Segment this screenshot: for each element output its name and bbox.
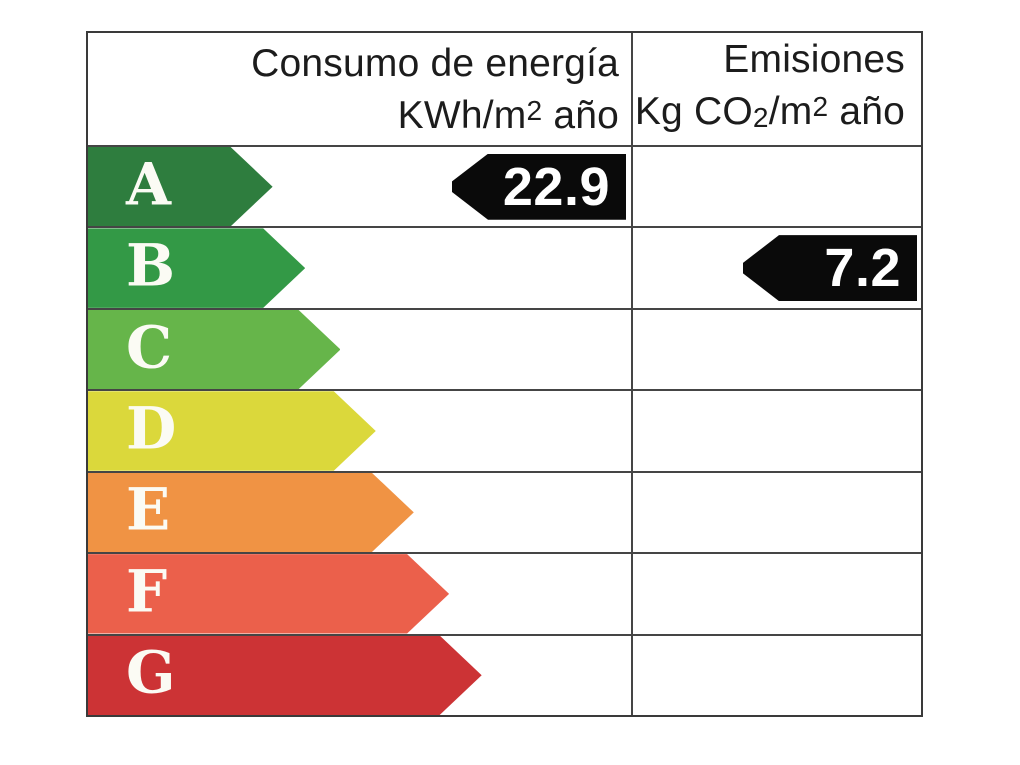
emisiones-cell-f — [633, 554, 921, 633]
emisiones-cell-a — [633, 147, 921, 226]
emisiones-title: Emisiones — [723, 38, 905, 82]
rating-arrow-a: A — [88, 147, 273, 226]
emisiones-unit-sup: 2 — [812, 91, 829, 123]
rating-row-d: D — [88, 389, 921, 471]
rating-arrow-e: E — [88, 473, 414, 552]
rating-row-f: F — [88, 552, 921, 634]
rating-rows: A 22.9 B 7.2 — [88, 145, 921, 715]
rating-letter-a: A — [126, 149, 172, 218]
emisiones-cell-e — [633, 473, 921, 552]
consumo-indicator-value: 22.9 — [502, 156, 610, 217]
consumo-cell-a: A 22.9 — [88, 147, 633, 227]
consumo-cell-b: B — [88, 228, 633, 308]
rating-arrow-f: F — [88, 554, 449, 633]
emisiones-cell-b: 7.2 — [633, 228, 921, 307]
consumo-cell-e: E — [88, 472, 633, 553]
rating-row-c: C — [88, 307, 921, 390]
emisiones-header-cell: Emisiones Kg CO2/m2 año — [633, 33, 921, 145]
emisiones-unit-mid: /m — [768, 90, 813, 134]
consumo-title: Consumo de energía — [251, 41, 619, 85]
consumo-indicator-arrow: 22.9 — [452, 153, 626, 220]
rating-letter-c: C — [126, 312, 173, 381]
consumo-header-cell: Consumo de energía KWh/m2 año — [88, 33, 633, 145]
emisiones-indicator-arrow: 7.2 — [743, 235, 917, 302]
consumo-unit-sup: 2 — [526, 94, 543, 126]
emisiones-cell-c — [633, 310, 921, 389]
emisiones-unit-sub: 2 — [752, 102, 769, 134]
emisiones-unit-suffix: año — [828, 90, 905, 134]
consumo-cell-g: G — [88, 635, 633, 715]
emisiones-unit: Kg CO2/m2 año — [635, 83, 905, 141]
rating-row-g: G — [88, 633, 921, 715]
consumo-cell-c: C — [88, 309, 633, 390]
emisiones-indicator-value: 7.2 — [824, 238, 901, 299]
rating-letter-d: D — [126, 394, 177, 463]
rating-arrow-g: G — [88, 636, 482, 715]
header-row: Consumo de energía KWh/m2 año Emisiones … — [88, 33, 921, 145]
emisiones-cell-g — [633, 636, 921, 715]
rating-letter-b: B — [126, 231, 176, 300]
rating-row-b: B 7.2 — [88, 226, 921, 308]
consumo-cell-f: F — [88, 554, 633, 634]
consumo-unit-prefix: KWh/m — [397, 93, 527, 137]
rating-arrow-b: B — [88, 228, 305, 307]
rating-letter-f: F — [126, 557, 168, 626]
rating-letter-g: G — [126, 638, 176, 707]
rating-arrow-c: C — [88, 310, 340, 389]
rating-row-e: E — [88, 470, 921, 553]
energy-label-panel: Consumo de energía KWh/m2 año Emisiones … — [86, 31, 923, 717]
consumo-cell-d: D — [88, 391, 633, 471]
emisiones-cell-d — [633, 391, 921, 470]
emisiones-unit-prefix: Kg CO — [634, 90, 753, 134]
consumo-unit-suffix: año — [542, 93, 619, 137]
consumo-unit: KWh/m2 año — [398, 87, 619, 139]
rating-arrow-d: D — [88, 391, 376, 470]
rating-letter-e: E — [126, 475, 171, 544]
rating-row-a: A 22.9 — [88, 145, 921, 227]
